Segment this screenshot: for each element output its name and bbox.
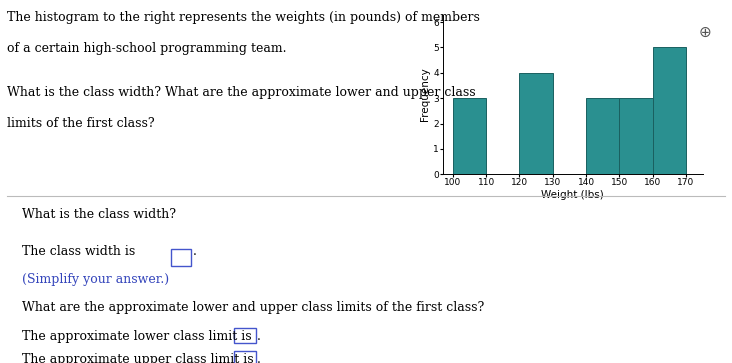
Text: The approximate upper class limit is: The approximate upper class limit is <box>22 353 253 363</box>
Text: What are the approximate lower and upper class limits of the first class?: What are the approximate lower and upper… <box>22 301 484 314</box>
Text: What is the class width?: What is the class width? <box>22 208 176 221</box>
Text: .: . <box>257 330 261 343</box>
Bar <box>520 73 553 174</box>
Text: The histogram to the right represents the weights (in pounds) of members: The histogram to the right represents th… <box>7 11 480 24</box>
X-axis label: Weight (lbs): Weight (lbs) <box>542 190 604 200</box>
Y-axis label: Frequency: Frequency <box>420 68 430 121</box>
FancyBboxPatch shape <box>171 249 191 266</box>
Text: What is the class width? What are the approximate lower and upper class: What is the class width? What are the ap… <box>7 86 476 99</box>
Text: .: . <box>193 245 196 258</box>
Text: ⊕: ⊕ <box>698 25 711 40</box>
Bar <box>653 48 686 174</box>
Text: of a certain high-school programming team.: of a certain high-school programming tea… <box>7 42 287 55</box>
FancyBboxPatch shape <box>234 351 255 363</box>
Text: The approximate lower class limit is: The approximate lower class limit is <box>22 330 251 343</box>
Text: .: . <box>257 353 261 363</box>
Text: (Simplify your answer.): (Simplify your answer.) <box>22 273 169 286</box>
Bar <box>619 98 653 174</box>
FancyBboxPatch shape <box>234 328 255 343</box>
Text: limits of the first class?: limits of the first class? <box>7 117 155 130</box>
Bar <box>453 98 486 174</box>
Bar <box>586 98 619 174</box>
Text: The class width is: The class width is <box>22 245 135 258</box>
